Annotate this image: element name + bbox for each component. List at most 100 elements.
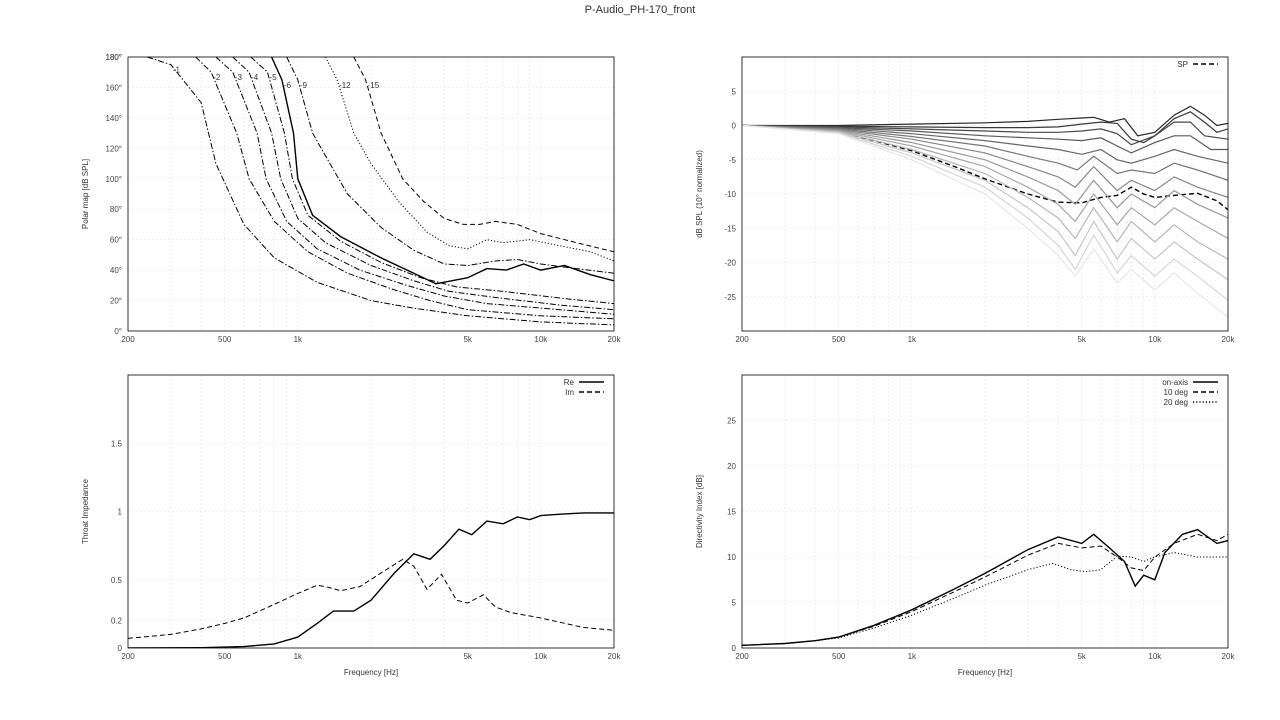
y-axis-label: Throat Impedance — [81, 478, 90, 543]
y-tick-label: 25 — [727, 417, 736, 426]
y-tick-label: -20 — [724, 259, 736, 268]
y-tick-label: 80° — [110, 205, 122, 214]
legend-label: 10 deg — [1164, 388, 1188, 397]
x-tick-label: 10k — [534, 652, 548, 661]
series-group — [128, 512, 614, 648]
y-axis-label: Directivity Index [dB] — [695, 475, 704, 548]
contour-label: -2 — [213, 73, 221, 82]
legend-label: on-axis — [1162, 378, 1188, 387]
y-tick-label: 5 — [732, 599, 737, 608]
legend-label: SP — [1177, 60, 1188, 69]
chart-impedance: 0 0.2 0.5 1 1.5 200 500 1k 5k 10k 20k Throat Impeda… — [81, 374, 622, 677]
x-tick-label: 20k — [1222, 335, 1236, 344]
contour-label: -15 — [368, 81, 380, 90]
contour-label: -6 — [284, 81, 292, 90]
x-tick-label: 500 — [832, 652, 846, 661]
chart-polar: 0°20°40°60°80°100°120°140°160°180°180°20… — [81, 53, 621, 344]
x-tick-label: 20k — [608, 335, 622, 344]
x-tick-label: 5k — [1077, 335, 1086, 344]
plot-frame — [741, 374, 1229, 649]
legend-label: Re — [564, 378, 575, 387]
x-tick-label: 200 — [121, 652, 135, 661]
x-tick-label: 5k — [463, 652, 472, 661]
y-tick-label: 0.2 — [111, 617, 123, 626]
y-tick-label: 20 — [727, 462, 736, 471]
contour-label: -9 — [300, 81, 308, 90]
series-line--4 — [232, 57, 614, 311]
x-axis-label: Frequency [Hz] — [958, 668, 1012, 677]
series-line-5 — [742, 124, 1228, 164]
contour-label: -12 — [339, 81, 351, 90]
series-group — [742, 105, 1228, 318]
x-tick-label: 1k — [294, 652, 303, 661]
y-tick-label: 180° — [105, 53, 122, 62]
y-tick-label: 60° — [110, 236, 122, 245]
x-tick-label: 500 — [218, 335, 232, 344]
series-line--12 — [325, 57, 614, 262]
series-line--9 — [286, 57, 614, 274]
series-line--15 — [353, 57, 614, 253]
contour-label: -4 — [251, 73, 259, 82]
y-tick-label: 0 — [118, 644, 123, 653]
x-tick-label: 20k — [608, 652, 622, 661]
x-tick-label: 1k — [908, 335, 917, 344]
x-tick-label: 20k — [1222, 652, 1236, 661]
y-tick-label: 0.5 — [111, 576, 123, 585]
x-tick-label: 500 — [832, 335, 846, 344]
y-tick-label: 1.5 — [111, 439, 123, 448]
series-line-2 — [742, 111, 1228, 144]
legend-label: 20 deg — [1164, 398, 1188, 407]
series-line--3 — [215, 57, 614, 315]
series-line-13 — [742, 124, 1228, 318]
x-tick-label: 200 — [735, 335, 749, 344]
series-group — [742, 528, 1228, 646]
y-tick-label: 160° — [105, 83, 122, 92]
plot-frame — [127, 56, 615, 332]
y-tick-label: 100° — [105, 175, 122, 184]
series-line-4 — [742, 124, 1228, 154]
series-line--6 — [270, 57, 614, 285]
y-tick-label: 20° — [110, 297, 122, 306]
series-line-9 — [742, 124, 1228, 240]
y-tick-label: 10 — [727, 553, 736, 562]
x-tick-label: 500 — [218, 652, 232, 661]
y-tick-label: 180° — [105, 53, 122, 62]
contour-label: -5 — [269, 73, 277, 82]
series-line-Im — [128, 558, 614, 639]
y-tick-label: -25 — [724, 293, 736, 302]
series-line-6 — [742, 124, 1228, 181]
contour-label: -1 — [173, 66, 181, 75]
y-tick-label: 1 — [118, 508, 123, 517]
series-line-10 — [742, 124, 1228, 260]
legend-label: Im — [565, 388, 574, 397]
chart-spl: -25 -20 -15 -10 -5 0 5 200 500 1k 5k 10k 20k dB SPL (… — [695, 56, 1236, 344]
x-tick-label: 1k — [294, 335, 303, 344]
series-line-20-deg — [742, 551, 1228, 646]
series-line-10-deg — [742, 533, 1228, 646]
series-line-Re — [128, 512, 614, 648]
series-line-12 — [742, 124, 1228, 301]
y-tick-label: 140° — [105, 114, 122, 123]
y-tick-label: 5 — [732, 87, 737, 96]
y-tick-label: 0 — [732, 122, 737, 131]
x-tick-label: 1k — [908, 652, 917, 661]
y-tick-label: 0 — [732, 644, 737, 653]
x-tick-label: 200 — [735, 652, 749, 661]
contour-label: -3 — [235, 73, 243, 82]
y-tick-label: 0° — [114, 327, 122, 336]
series-line-11 — [742, 124, 1228, 281]
y-axis-label: dB SPL (10° normalized) — [695, 150, 704, 238]
y-tick-label: -15 — [724, 224, 736, 233]
series-line-7 — [742, 124, 1228, 198]
x-tick-label: 5k — [463, 335, 472, 344]
x-tick-label: 10k — [1148, 335, 1162, 344]
series-line-SP — [742, 124, 1228, 211]
x-tick-label: 200 — [121, 335, 135, 344]
series-group — [147, 57, 614, 326]
y-tick-label: 40° — [110, 266, 122, 275]
plot-frame — [127, 374, 615, 649]
x-tick-label: 10k — [1148, 652, 1162, 661]
x-axis-label: Frequency [Hz] — [344, 668, 398, 677]
series-line--5 — [250, 57, 614, 305]
